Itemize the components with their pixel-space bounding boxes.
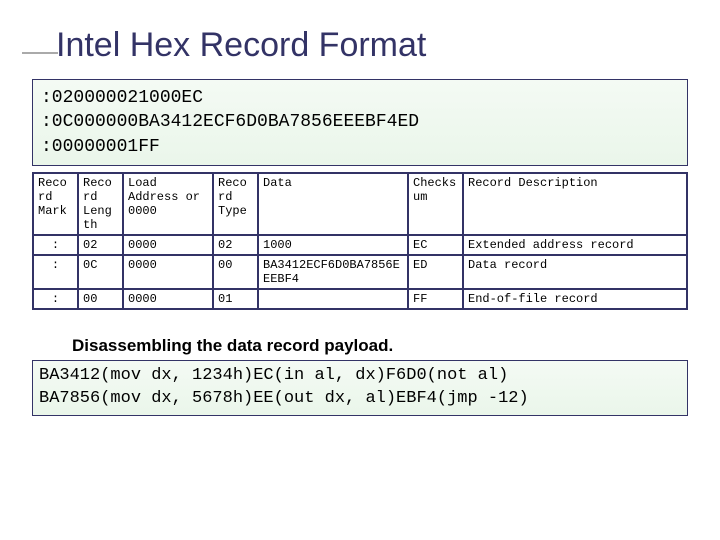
table-cell: : xyxy=(33,255,78,289)
table-cell: 01 xyxy=(213,289,258,309)
table-cell: 0000 xyxy=(123,289,213,309)
table-row: : 02 0000 02 1000 EC Extended address re… xyxy=(33,235,687,255)
table-row: : 00 0000 01 FF End-of-file record xyxy=(33,289,687,309)
table-header: Data xyxy=(258,173,408,235)
table-cell: 00 xyxy=(213,255,258,289)
disassembly-box: BA3412(mov dx, 1234h)EC(in al, dx)F6D0(n… xyxy=(32,360,688,416)
table-cell: Data record xyxy=(463,255,687,289)
table-header-row: Record Mark Record Length Load Address o… xyxy=(33,173,687,235)
table-cell: EC xyxy=(408,235,463,255)
table-header: Checksum xyxy=(408,173,463,235)
page-title: Intel Hex Record Format xyxy=(32,26,688,65)
table-cell xyxy=(258,289,408,309)
table-cell: 0000 xyxy=(123,255,213,289)
table-header: Record Description xyxy=(463,173,687,235)
hex-line: :020000021000EC xyxy=(41,86,679,110)
table-cell: 1000 xyxy=(258,235,408,255)
hex-record-box: :020000021000EC :0C000000BA3412ECF6D0BA7… xyxy=(32,79,688,166)
table-cell: Extended address record xyxy=(463,235,687,255)
table-cell: 02 xyxy=(78,235,123,255)
disassembly-subtitle: Disassembling the data record payload. xyxy=(32,336,688,356)
table-cell: BA3412ECF6D0BA7856EEEBF4 xyxy=(258,255,408,289)
table-cell: End-of-file record xyxy=(463,289,687,309)
hex-line: :00000001FF xyxy=(41,135,679,159)
table-cell: 00 xyxy=(78,289,123,309)
hex-line: :0C000000BA3412ECF6D0BA7856EEEBF4ED xyxy=(41,110,679,134)
table-header: Record Mark xyxy=(33,173,78,235)
table-cell: : xyxy=(33,289,78,309)
table-row: : 0C 0000 00 BA3412ECF6D0BA7856EEEBF4 ED… xyxy=(33,255,687,289)
table-cell: ED xyxy=(408,255,463,289)
disassembly-line: BA7856(mov dx, 5678h)EE(out dx, al)EBF4(… xyxy=(39,388,681,411)
record-table: Record Mark Record Length Load Address o… xyxy=(32,172,688,310)
table-header: Load Address or 0000 xyxy=(123,173,213,235)
table-header: Record Length xyxy=(78,173,123,235)
table-cell: 0000 xyxy=(123,235,213,255)
table-cell: FF xyxy=(408,289,463,309)
table-cell: 02 xyxy=(213,235,258,255)
table-cell: 0C xyxy=(78,255,123,289)
disassembly-line: BA3412(mov dx, 1234h)EC(in al, dx)F6D0(n… xyxy=(39,365,681,388)
table-cell: : xyxy=(33,235,78,255)
table-header: Record Type xyxy=(213,173,258,235)
